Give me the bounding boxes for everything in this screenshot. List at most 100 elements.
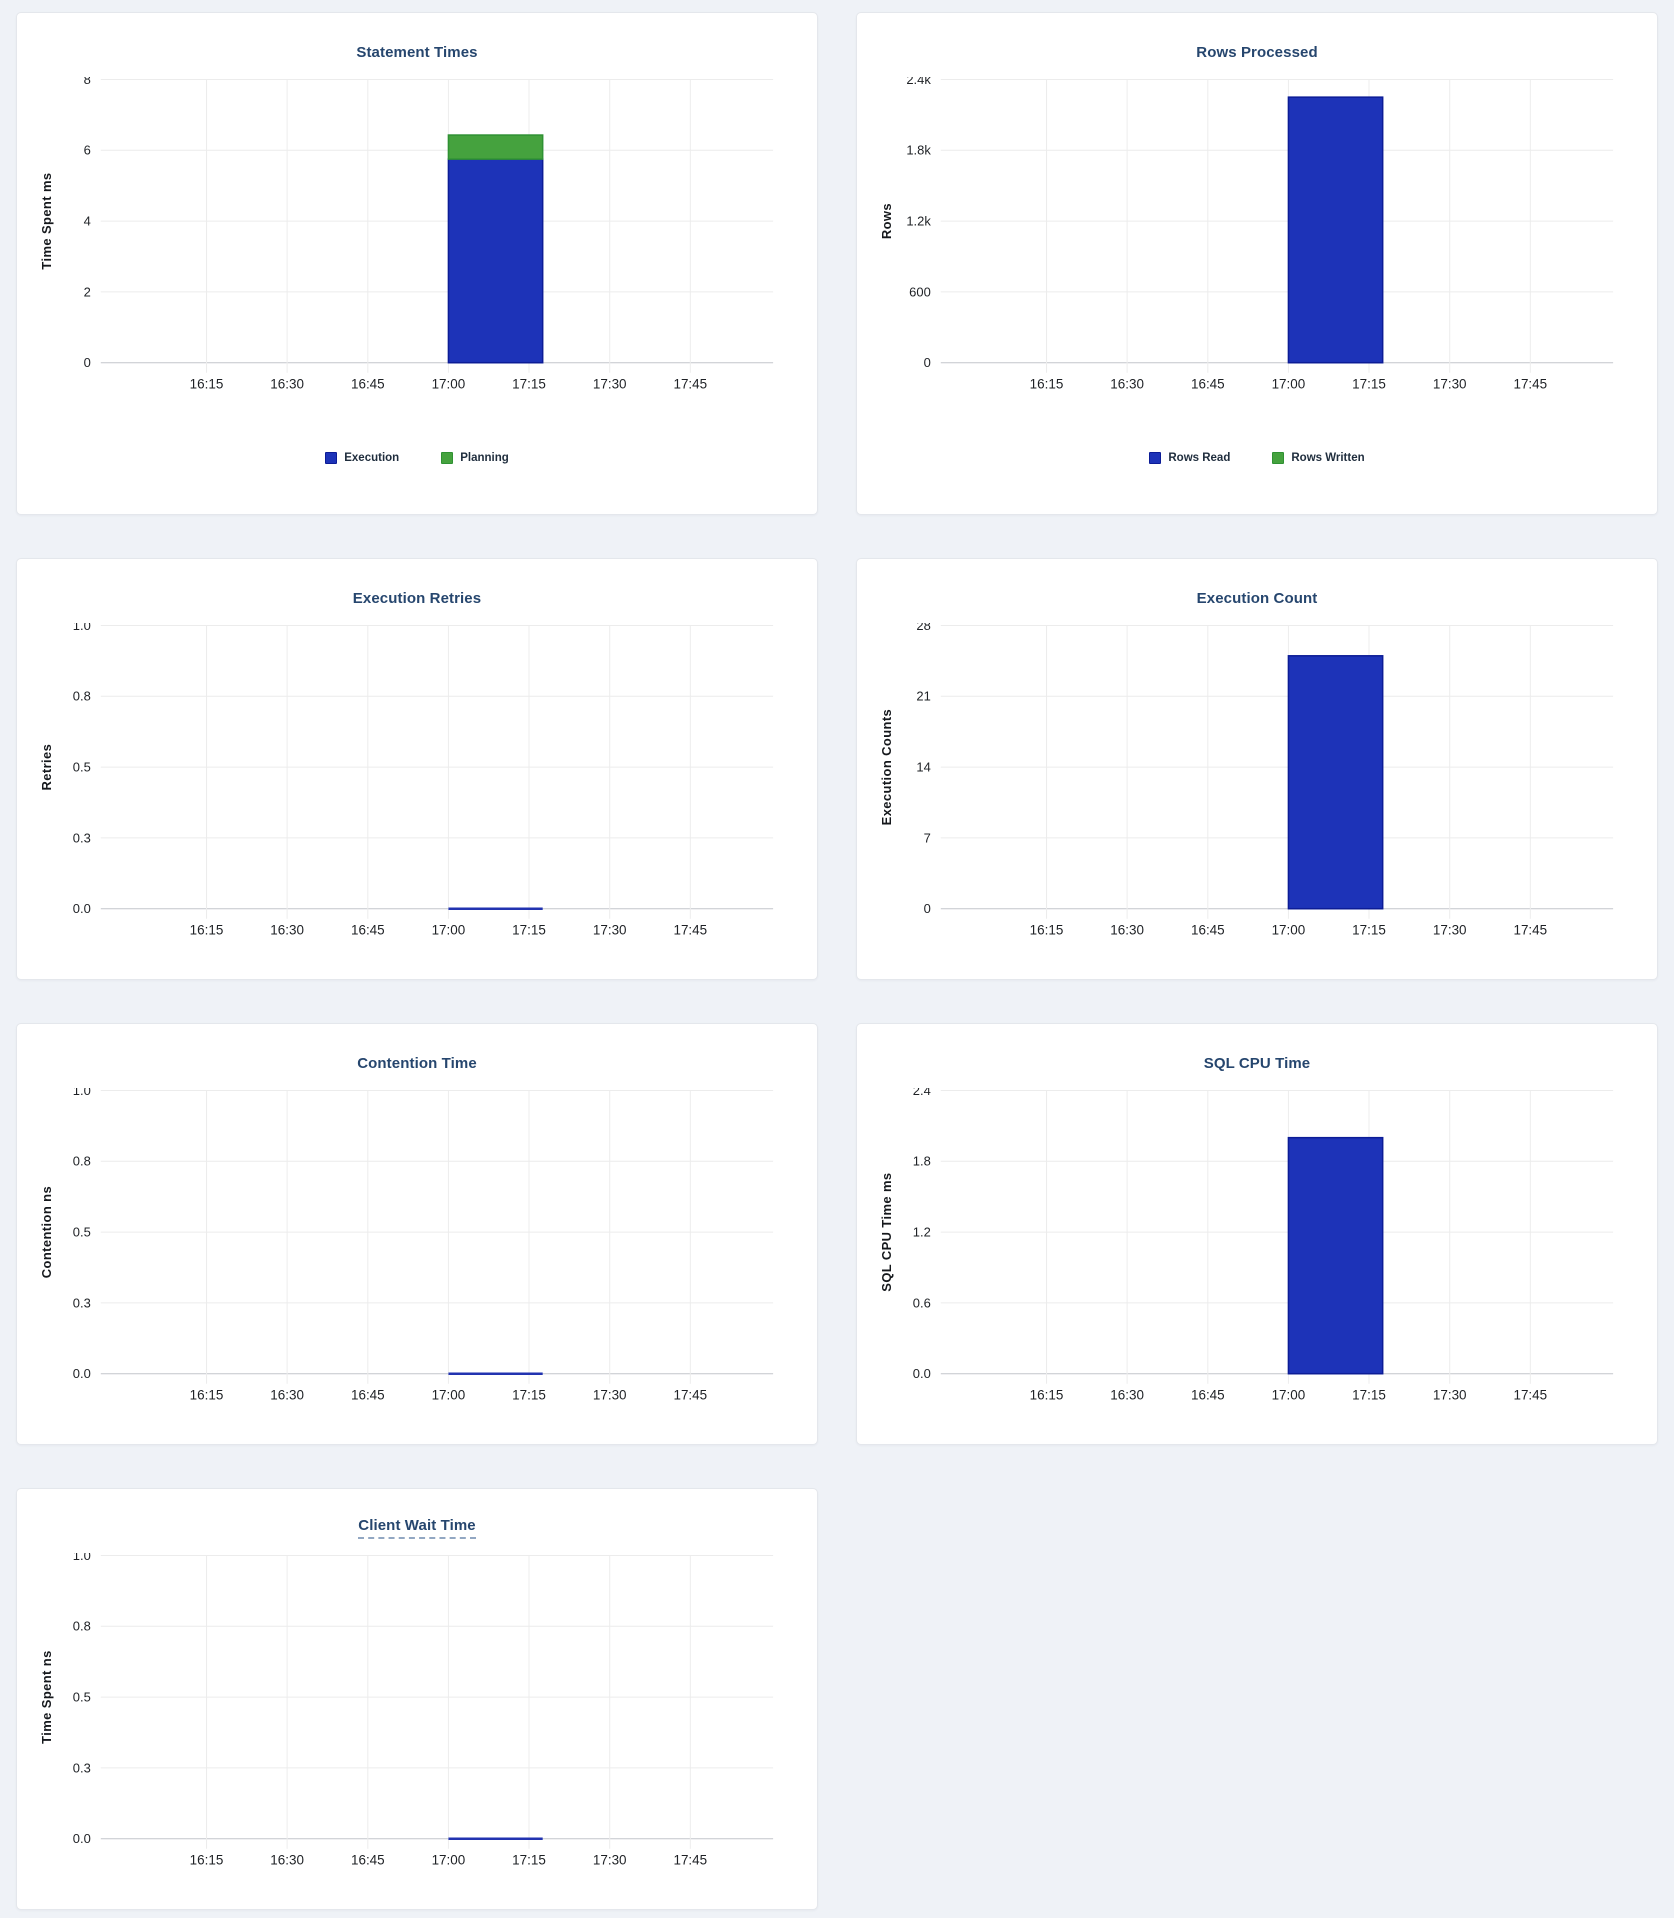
y-tick-label: 14 <box>916 760 930 775</box>
x-tick-label: 17:00 <box>432 377 466 392</box>
y-tick-label: 28 <box>916 623 930 633</box>
chart-plot-contention-time[interactable]: 1.0 0.8 0.5 0.3 0.0 16:15 16:30 16:45 17:00 17:15… <box>17 1088 817 1445</box>
x-tick-label: 17:30 <box>593 377 627 392</box>
chart-plot-rows-processed[interactable]: 2.4k 1.8k 1.2k 600 0 16:15 16:30 16:45 17:00 17:1… <box>857 77 1657 435</box>
x-tick-label: 16:15 <box>190 1388 224 1403</box>
chart-plot-statement-times[interactable]: 8 6 4 2 0 16:15 16:30 16:45 17:00 17:15 17:30 17:45… <box>17 77 817 435</box>
chart-plot-execution-count[interactable]: 28 21 14 7 0 16:15 16:30 16:45 17:00 17:15 17:30 17… <box>857 623 1657 980</box>
y-tick-label: 21 <box>916 689 930 704</box>
x-tick-label: 17:45 <box>1513 923 1547 938</box>
chart-plot-execution-retries[interactable]: 1.0 0.8 0.5 0.3 0.0 16:15 16:30 16:45 17:00 17:15… <box>17 623 817 980</box>
bar-segment-rows-read[interactable] <box>1287 96 1384 364</box>
chart-title-text-contention-time: Contention Time <box>357 1054 477 1072</box>
x-tick-label: 17:00 <box>432 1853 466 1868</box>
x-tick-label: 17:00 <box>1272 923 1306 938</box>
y-axis-label: Time Spent ns <box>39 1650 54 1743</box>
y-tick-label: 0.0 <box>73 901 91 916</box>
x-tick-label: 17:30 <box>1433 1388 1467 1403</box>
y-tick-label: 1.8k <box>906 143 931 158</box>
chart-legend: Execution Planning <box>17 452 817 464</box>
chart-title: Execution Retries <box>17 559 817 623</box>
y-tick-label: 0.6 <box>913 1295 931 1310</box>
chart-plot-sql-cpu-time[interactable]: 2.4 1.8 1.2 0.6 0.0 16:15 16:30 16:45 17:00 17:15… <box>857 1088 1657 1445</box>
bar-segment-sql-cpu-time[interactable] <box>1287 1136 1384 1375</box>
x-tick-label: 17:15 <box>512 1388 546 1403</box>
x-tick-label: 16:15 <box>190 1853 224 1868</box>
legend-item-rows-written: Rows Written <box>1272 452 1365 464</box>
legend-label: Rows Written <box>1291 452 1365 464</box>
x-tick-label: 17:15 <box>1352 377 1386 392</box>
chart-title-text-rows-processed: Rows Processed <box>1196 43 1318 61</box>
x-tick-label: 17:45 <box>673 1388 707 1403</box>
x-tick-label: 17:15 <box>1352 1388 1386 1403</box>
y-tick-label: 0 <box>924 355 931 370</box>
bar-segment-planning[interactable] <box>447 134 544 160</box>
chart-card-statement-times: Statement Times 8 6 4 2 0 16:15 16:30 16:45 17:00… <box>16 12 818 515</box>
chart-card-client-wait-time: Client Wait Time 1.0 0.8 0.5 0.3 0.0 16:15 16:3… <box>16 1488 818 1910</box>
y-tick-label: 4 <box>84 214 91 229</box>
legend-label: Planning <box>460 452 509 464</box>
y-tick-label: 600 <box>909 284 931 299</box>
chart-card-sql-cpu-time: SQL CPU Time 2.4 1.8 1.2 0.6 0.0 16:15 16:30 16:… <box>856 1023 1658 1445</box>
x-tick-label: 17:30 <box>593 1388 627 1403</box>
x-tick-label: 16:30 <box>270 923 304 938</box>
x-tick-label: 16:15 <box>1030 1388 1064 1403</box>
y-tick-label: 0.8 <box>73 1154 91 1169</box>
x-tick-label: 16:30 <box>270 1853 304 1868</box>
x-tick-label: 16:30 <box>270 377 304 392</box>
x-tick-label: 17:45 <box>673 923 707 938</box>
x-tick-label: 16:30 <box>1110 923 1144 938</box>
y-tick-label: 0.5 <box>73 760 91 775</box>
y-axis-label: Execution Counts <box>879 709 894 826</box>
x-tick-label: 17:15 <box>1352 923 1386 938</box>
chart-title: Statement Times <box>17 13 817 77</box>
y-axis-label: Retries <box>39 744 54 791</box>
chart-title: SQL CPU Time <box>857 1024 1657 1088</box>
y-axis-label: SQL CPU Time ms <box>879 1172 894 1291</box>
legend-item-planning: Planning <box>441 452 509 464</box>
y-tick-label: 8 <box>84 77 91 87</box>
bar-segment-execution-count[interactable] <box>1287 655 1384 910</box>
x-tick-label: 17:00 <box>432 1388 466 1403</box>
x-tick-label: 16:30 <box>1110 377 1144 392</box>
chart-card-contention-time: Contention Time 1.0 0.8 0.5 0.3 0.0 16:15 16:30… <box>16 1023 818 1445</box>
chart-title-text-client-wait-time[interactable]: Client Wait Time <box>358 1517 476 1539</box>
chart-title: Contention Time <box>17 1024 817 1088</box>
y-tick-label: 1.2 <box>913 1225 931 1240</box>
y-tick-label: 0 <box>84 355 91 370</box>
y-axis-label: Contention ns <box>39 1186 54 1278</box>
chart-title-text-statement-times: Statement Times <box>356 43 478 61</box>
x-tick-label: 16:15 <box>190 923 224 938</box>
y-tick-label: 2.4 <box>913 1088 931 1098</box>
x-tick-label: 17:45 <box>673 1853 707 1868</box>
y-tick-label: 1.2k <box>906 214 931 229</box>
green-swatch-icon <box>441 452 454 464</box>
x-tick-label: 17:45 <box>1513 377 1547 392</box>
x-tick-label: 17:30 <box>1433 377 1467 392</box>
chart-legend: Rows Read Rows Written <box>857 452 1657 464</box>
x-tick-label: 16:45 <box>351 1853 385 1868</box>
chart-card-execution-count: Execution Count 28 21 14 7 0 16:15 16:30 16:45 17… <box>856 558 1658 980</box>
chart-title: Execution Count <box>857 559 1657 623</box>
y-tick-label: 7 <box>924 830 931 845</box>
blue-swatch-icon <box>1149 452 1162 464</box>
x-tick-label: 16:30 <box>270 1388 304 1403</box>
y-tick-label: 1.0 <box>73 1553 91 1563</box>
chart-plot-client-wait-time[interactable]: 1.0 0.8 0.5 0.3 0.0 16:15 16:30 16:45 17:00 17:15… <box>17 1553 817 1910</box>
chart-title-text-sql-cpu-time: SQL CPU Time <box>1203 1054 1311 1072</box>
y-tick-label: 0.8 <box>73 689 91 704</box>
x-tick-label: 17:45 <box>673 377 707 392</box>
x-tick-label: 17:00 <box>1272 1388 1306 1403</box>
green-swatch-icon <box>1272 452 1285 464</box>
x-tick-label: 16:45 <box>351 923 385 938</box>
chart-title: Rows Processed <box>857 13 1657 77</box>
x-tick-label: 16:15 <box>1030 377 1064 392</box>
x-tick-label: 16:45 <box>1191 377 1225 392</box>
y-tick-label: 2.4k <box>906 77 931 87</box>
y-axis-label: Time Spent ms <box>39 173 54 270</box>
chart-card-rows-processed: Rows Processed 2.4k 1.8k 1.2k 600 0 16:15 16:30… <box>856 12 1658 515</box>
bar-segment-execution[interactable] <box>447 158 544 364</box>
x-tick-label: 17:30 <box>1433 923 1467 938</box>
x-tick-label: 17:30 <box>593 1853 627 1868</box>
legend-item-execution: Execution <box>325 452 399 464</box>
